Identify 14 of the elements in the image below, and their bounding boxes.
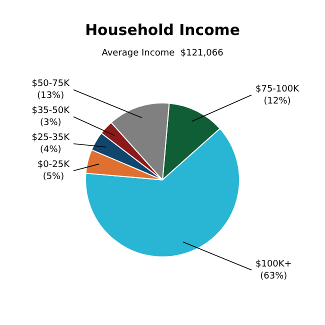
data-label: (63%) (260, 271, 288, 282)
data-label: (5%) (42, 172, 64, 182)
slice-label: $35-50K (32, 106, 71, 116)
chart-title: Household Income (85, 20, 240, 39)
data-label: (3%) (40, 118, 62, 128)
slice-label: $25-35K (32, 133, 71, 144)
slice-label: $0-25K (37, 160, 71, 170)
chart-subtitle: Average Income $121,066 (102, 48, 224, 59)
data-label: (13%) (37, 91, 64, 102)
slice-label: $100K+ (255, 259, 292, 270)
data-label: (4%) (40, 145, 62, 156)
slice-label: $50-75K (32, 79, 71, 90)
slice-label: $75-100K (255, 84, 300, 94)
data-label: (12%) (264, 96, 291, 106)
